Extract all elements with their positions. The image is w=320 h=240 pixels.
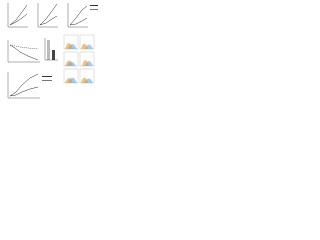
figure	[7, 3, 98, 99]
legend	[42, 80, 52, 81]
axis	[44, 38, 58, 61]
histogram-panel	[79, 68, 95, 84]
middle-left-panel	[7, 38, 58, 63]
curve	[39, 3, 58, 26]
histogram-shape	[85, 61, 93, 66]
histogram-shape	[68, 44, 77, 49]
legend	[42, 76, 52, 77]
histogram-panel	[63, 51, 79, 67]
histogram-panel	[63, 34, 79, 50]
histogram-shape	[68, 77, 77, 83]
axis	[7, 3, 28, 28]
histogram-panel	[63, 68, 79, 84]
histogram-grid	[63, 34, 95, 84]
curve	[9, 4, 28, 26]
axis	[67, 3, 88, 28]
curve	[39, 15, 58, 26]
axis	[7, 72, 40, 99]
histogram-panel	[79, 51, 95, 67]
curve	[9, 73, 39, 97]
bar	[52, 50, 55, 60]
curve	[9, 86, 39, 97]
top-panels	[7, 3, 98, 28]
legend	[90, 9, 98, 10]
curve	[9, 13, 28, 26]
axis	[37, 3, 58, 28]
bottom-left-panel	[7, 72, 52, 99]
histogram-shape	[85, 44, 93, 49]
curve	[9, 44, 39, 50]
histogram-shape	[67, 61, 76, 66]
curve	[69, 5, 88, 26]
legend	[90, 5, 98, 6]
bar	[47, 40, 50, 60]
histogram-panel	[79, 34, 95, 50]
curve	[9, 44, 39, 61]
axis	[7, 40, 40, 63]
curve	[69, 17, 88, 26]
histogram-shape	[84, 78, 93, 83]
